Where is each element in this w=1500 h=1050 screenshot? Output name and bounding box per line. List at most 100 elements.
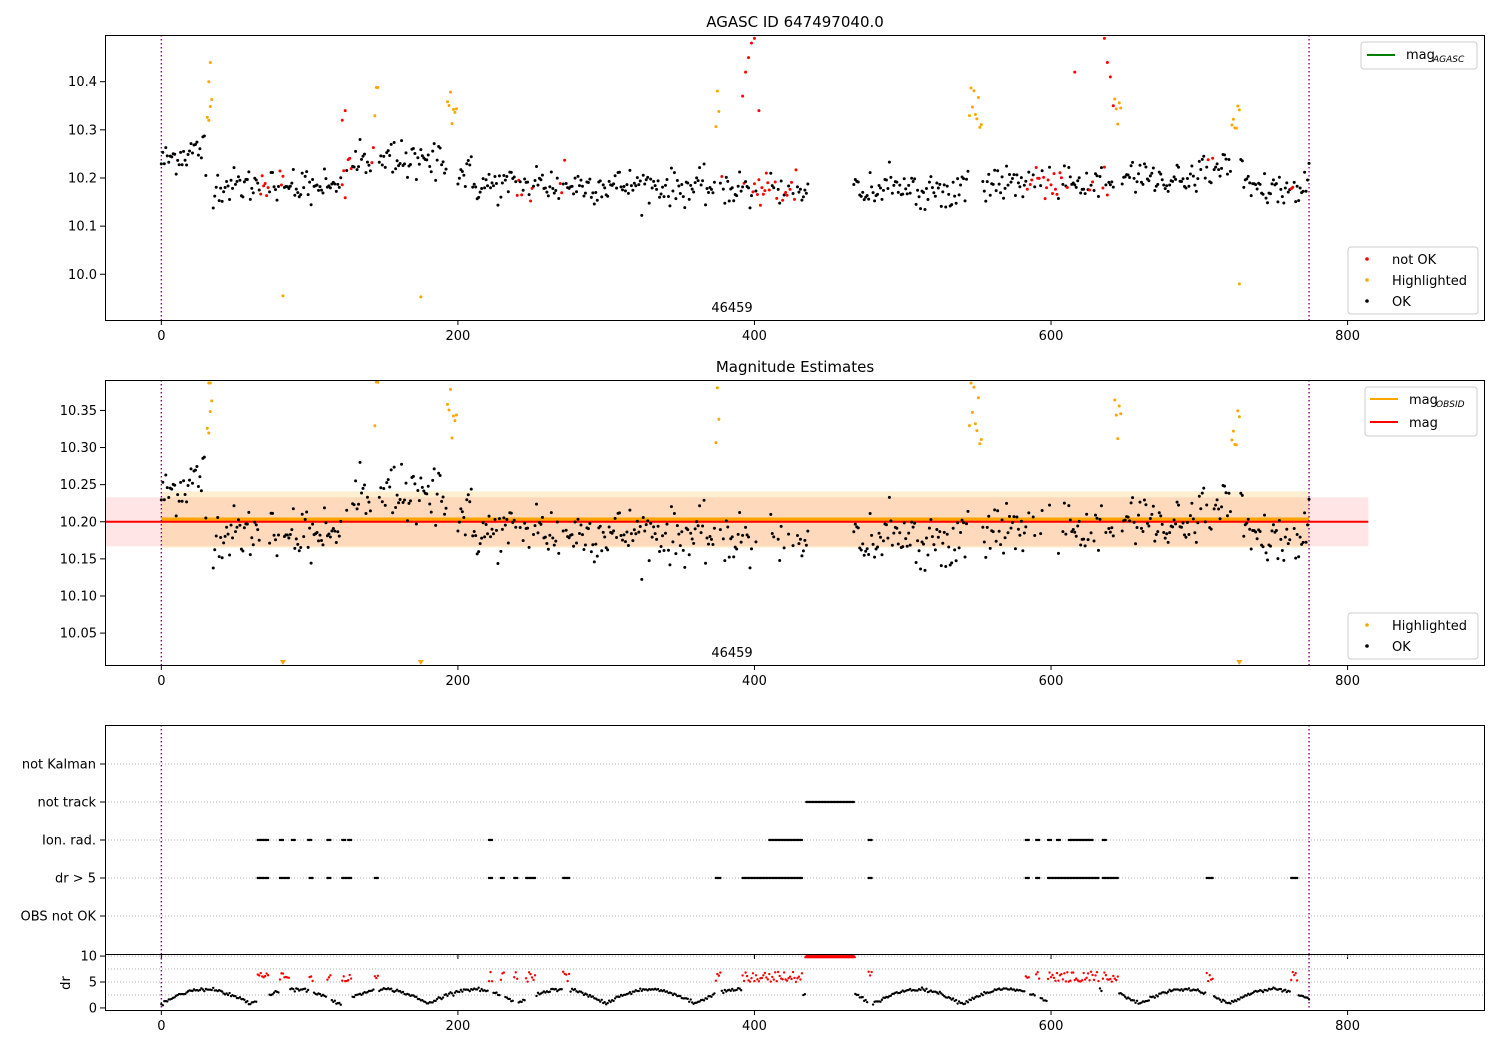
mag-point xyxy=(1137,513,1141,517)
mag-point xyxy=(235,525,239,529)
mag-point xyxy=(1153,539,1157,543)
mag-point xyxy=(896,190,900,194)
mag-point xyxy=(457,176,461,180)
mag-point xyxy=(1303,511,1307,515)
dr-point xyxy=(372,988,375,991)
mag-point xyxy=(365,495,369,499)
mag-point xyxy=(354,479,358,483)
mag-point xyxy=(322,506,326,510)
dr-point xyxy=(628,991,632,994)
mag-point xyxy=(468,500,472,504)
dr-point xyxy=(787,977,790,980)
mag-point xyxy=(681,548,685,552)
mag-point xyxy=(924,536,928,540)
mag-point xyxy=(1147,524,1151,528)
legend-point-swatch xyxy=(1365,623,1369,627)
mag-point xyxy=(702,162,706,166)
mag-point xyxy=(231,536,235,540)
mag-point xyxy=(1245,521,1249,525)
mag-point xyxy=(557,196,561,200)
mag-point xyxy=(210,98,214,102)
dr-point xyxy=(461,990,464,993)
mag-point xyxy=(1271,178,1275,182)
mag-point xyxy=(526,180,530,184)
mag-point xyxy=(871,542,875,546)
mag-point xyxy=(1225,172,1229,176)
mag-point xyxy=(960,518,964,522)
mag-point xyxy=(567,536,571,540)
mag-point xyxy=(554,539,558,543)
mag-point xyxy=(711,191,715,195)
mag-point xyxy=(1172,518,1176,522)
mag-point xyxy=(367,163,371,167)
mag-point xyxy=(1037,176,1041,180)
mag-point xyxy=(1294,200,1298,204)
legend-point-swatch xyxy=(1365,299,1369,303)
mag-point xyxy=(1114,107,1118,111)
mag-point xyxy=(174,172,178,176)
dr-point xyxy=(341,979,344,982)
mag-point xyxy=(358,460,362,464)
mag-point xyxy=(1223,153,1227,157)
legend-line-label: mag xyxy=(1409,416,1438,431)
mag-point xyxy=(760,186,764,190)
mag-point xyxy=(491,532,495,536)
mag-point xyxy=(1187,533,1191,537)
mag-point xyxy=(279,183,283,187)
dr-point xyxy=(450,992,454,995)
dr-point xyxy=(720,989,724,993)
mag-point xyxy=(572,544,576,548)
flag-point xyxy=(376,876,380,880)
mag-point xyxy=(179,150,183,154)
mag-point xyxy=(953,194,957,198)
mag-point xyxy=(715,89,719,93)
mag-point xyxy=(1227,491,1231,495)
mag-point xyxy=(1098,174,1102,178)
mag-point xyxy=(582,194,586,198)
mag-point xyxy=(620,188,624,192)
mag-point xyxy=(561,529,565,533)
mag-point xyxy=(1191,174,1195,178)
flag-point xyxy=(281,838,285,842)
mag-point xyxy=(207,431,211,435)
dr-point xyxy=(1223,999,1226,1003)
mag-point xyxy=(1123,175,1127,179)
mag-point xyxy=(180,163,184,167)
mag-point xyxy=(773,180,777,184)
mag-point xyxy=(947,545,951,549)
mag-point xyxy=(494,528,498,532)
mag-point xyxy=(503,178,507,182)
mag-point xyxy=(962,177,966,181)
mag-point xyxy=(1203,520,1207,524)
mag-point xyxy=(1019,519,1023,523)
mag-point xyxy=(450,436,454,440)
mag-point xyxy=(408,499,412,503)
mag-point xyxy=(643,182,647,186)
dr-point xyxy=(1098,987,1102,990)
mag-point xyxy=(757,178,761,182)
panel-agasc-mag: AGASC ID 647497040.0 46459 0 200 400 600 800… xyxy=(68,13,1485,344)
mag-point xyxy=(721,187,725,191)
mag-point xyxy=(741,185,745,189)
mag-point xyxy=(1022,183,1026,187)
dr-point xyxy=(327,976,331,979)
mag-point xyxy=(856,526,860,530)
mag-point xyxy=(1147,179,1151,183)
mag-point xyxy=(1215,498,1219,502)
mag-point xyxy=(948,563,952,567)
dr-point xyxy=(656,987,660,991)
dr-point xyxy=(618,995,621,999)
mag-point xyxy=(705,536,709,540)
mag-point xyxy=(950,203,954,207)
mag-point xyxy=(349,167,353,171)
dr-point xyxy=(1046,977,1050,981)
mag-point xyxy=(641,173,645,177)
mag-point xyxy=(668,204,672,208)
mag-point xyxy=(629,184,633,188)
mag-point xyxy=(1022,531,1026,535)
mag-point xyxy=(1010,176,1014,180)
dr-point xyxy=(475,988,479,991)
mag-point xyxy=(677,532,681,536)
mag-point xyxy=(1008,514,1012,518)
